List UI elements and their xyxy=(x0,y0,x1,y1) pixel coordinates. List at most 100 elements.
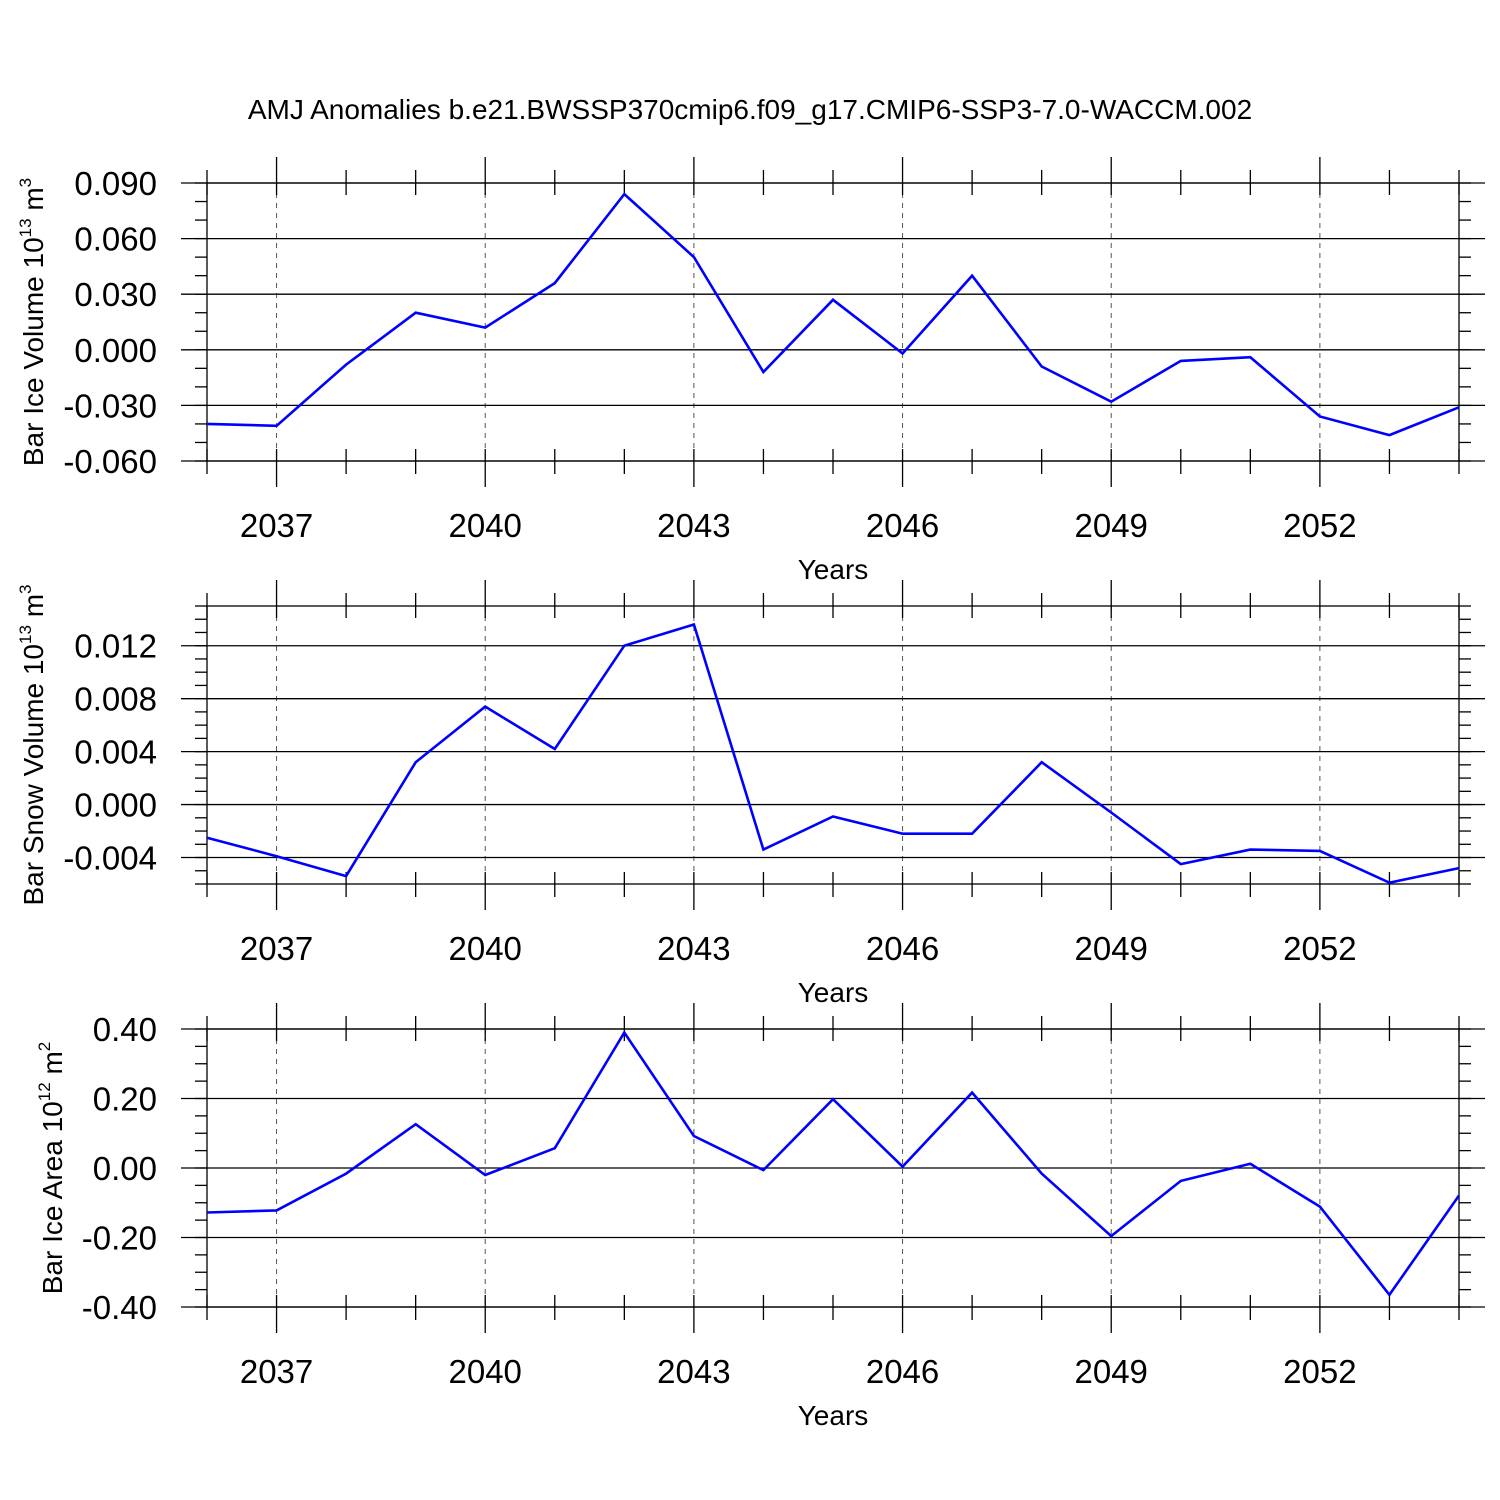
y-tick-label: 0.00 xyxy=(93,1150,157,1187)
data-point xyxy=(205,422,209,426)
data-point xyxy=(553,1146,557,1150)
y-tick-label: -0.40 xyxy=(82,1289,157,1326)
y-tick-label: 0.008 xyxy=(74,681,157,718)
y-axis-label-exponent: 13 xyxy=(16,625,35,644)
data-point xyxy=(1109,1234,1113,1238)
data-point xyxy=(761,1168,765,1172)
data-point xyxy=(1248,848,1252,852)
y-tick-label: -0.030 xyxy=(63,387,157,424)
data-point xyxy=(205,836,209,840)
data-point xyxy=(1387,433,1391,437)
y-axis-label-main: Bar Ice Area 10 xyxy=(37,1101,68,1294)
data-point xyxy=(1248,355,1252,359)
y-axis-label-unit: m xyxy=(18,187,49,218)
y-tick-label: 0.090 xyxy=(74,165,157,202)
figure-title: AMJ Anomalies b.e21.BWSSP370cmip6.f09_g1… xyxy=(248,94,1252,125)
x-tick-label: 2040 xyxy=(449,507,522,544)
data-point xyxy=(553,747,557,751)
data-point xyxy=(344,1172,348,1176)
data-point xyxy=(205,1210,209,1214)
y-axis-label-unit-exponent: 3 xyxy=(16,585,35,594)
x-tick-label: 2052 xyxy=(1283,930,1356,967)
y-axis-label: Bar Snow Volume 1013 m3 xyxy=(16,585,49,906)
x-tick-label: 2043 xyxy=(657,930,730,967)
x-tick-label: 2049 xyxy=(1075,1353,1148,1390)
panel-2: 0.012 0.008 0.004 0.000 -0.004 2037 2040 2043 20… xyxy=(16,580,1485,1008)
data-point xyxy=(831,814,835,818)
data-point xyxy=(970,832,974,836)
y-axis-label-exponent: 12 xyxy=(35,1082,54,1101)
y-tick-label: -0.20 xyxy=(82,1220,157,1257)
data-point xyxy=(692,1134,696,1138)
data-point xyxy=(1179,1179,1183,1183)
x-tick-label: 2043 xyxy=(657,507,730,544)
data-point xyxy=(414,760,418,764)
data-point xyxy=(761,848,765,852)
y-axis-label-unit: m xyxy=(37,1051,68,1082)
x-tick-label: 2040 xyxy=(449,1353,522,1390)
x-tick-label: 2052 xyxy=(1283,507,1356,544)
data-point xyxy=(275,1208,279,1212)
data-point xyxy=(761,370,765,374)
y-axis-label-unit: m xyxy=(18,594,49,625)
y-axis-label-main: Bar Snow Volume 10 xyxy=(18,644,49,906)
panel-1: 0.090 0.060 0.030 0.000 -0.030 -0.060 2037 2040… xyxy=(16,157,1485,585)
data-point xyxy=(414,1122,418,1126)
data-point xyxy=(692,623,696,627)
x-tick-label: 2046 xyxy=(866,507,939,544)
data-point xyxy=(831,298,835,302)
y-tick-label: -0.004 xyxy=(63,840,157,877)
y-tick-label: 0.000 xyxy=(74,787,157,824)
data-point xyxy=(1179,359,1183,363)
data-point xyxy=(483,1173,487,1177)
y-axis-label: Bar Ice Volume 1013 m3 xyxy=(16,178,49,466)
y-tick-label: 0.030 xyxy=(74,276,157,313)
y-tick-label: 0.20 xyxy=(93,1081,157,1118)
series-line xyxy=(206,1030,1461,1297)
data-point xyxy=(1457,1193,1461,1197)
x-axis-label: Years xyxy=(798,554,869,585)
y-axis-label-exponent: 13 xyxy=(16,218,35,237)
data-point xyxy=(1109,811,1113,815)
series-line xyxy=(206,192,1460,437)
data-point xyxy=(692,255,696,259)
y-axis-label: Bar Ice Area 1012 m2 xyxy=(35,1042,68,1295)
data-point xyxy=(622,644,626,648)
y-axis-label-main: Bar Ice Volume 10 xyxy=(18,237,49,466)
x-tick-label: 2049 xyxy=(1075,507,1148,544)
data-point xyxy=(483,705,487,709)
x-tick-label: 2037 xyxy=(240,507,313,544)
data-point xyxy=(414,311,418,315)
x-tick-label: 2046 xyxy=(866,1353,939,1390)
x-tick-label: 2049 xyxy=(1075,930,1148,967)
data-point xyxy=(1040,364,1044,368)
x-tick-label: 2052 xyxy=(1283,1353,1356,1390)
series-line xyxy=(206,622,1460,885)
data-point xyxy=(1040,760,1044,764)
x-tick-label: 2043 xyxy=(657,1353,730,1390)
data-point xyxy=(970,274,974,278)
data-point xyxy=(275,424,279,428)
data-point xyxy=(1318,415,1322,419)
y-axis-label-unit-exponent: 3 xyxy=(16,178,35,187)
data-point xyxy=(622,1030,626,1034)
x-axis-label: Years xyxy=(798,977,869,1008)
y-tick-label: 0.000 xyxy=(74,332,157,369)
data-point xyxy=(831,1097,835,1101)
data-point xyxy=(1248,1162,1252,1166)
data-point xyxy=(901,832,905,836)
data-point xyxy=(622,192,626,196)
panel-3: 0.40 0.20 0.00 -0.20 -0.40 2037 2040 2043 2046 20… xyxy=(35,1003,1485,1431)
y-axis-label-unit-exponent: 2 xyxy=(35,1042,54,1051)
x-tick-label: 2037 xyxy=(240,1353,313,1390)
y-tick-label: -0.060 xyxy=(63,443,157,480)
x-tick-label: 2040 xyxy=(449,930,522,967)
x-axis-label: Years xyxy=(798,1400,869,1431)
data-point xyxy=(344,874,348,878)
data-point xyxy=(344,363,348,367)
panels: 0.090 0.060 0.030 0.000 -0.030 -0.060 2037 2040… xyxy=(16,157,1485,1431)
data-point xyxy=(553,281,557,285)
data-point xyxy=(901,352,905,356)
